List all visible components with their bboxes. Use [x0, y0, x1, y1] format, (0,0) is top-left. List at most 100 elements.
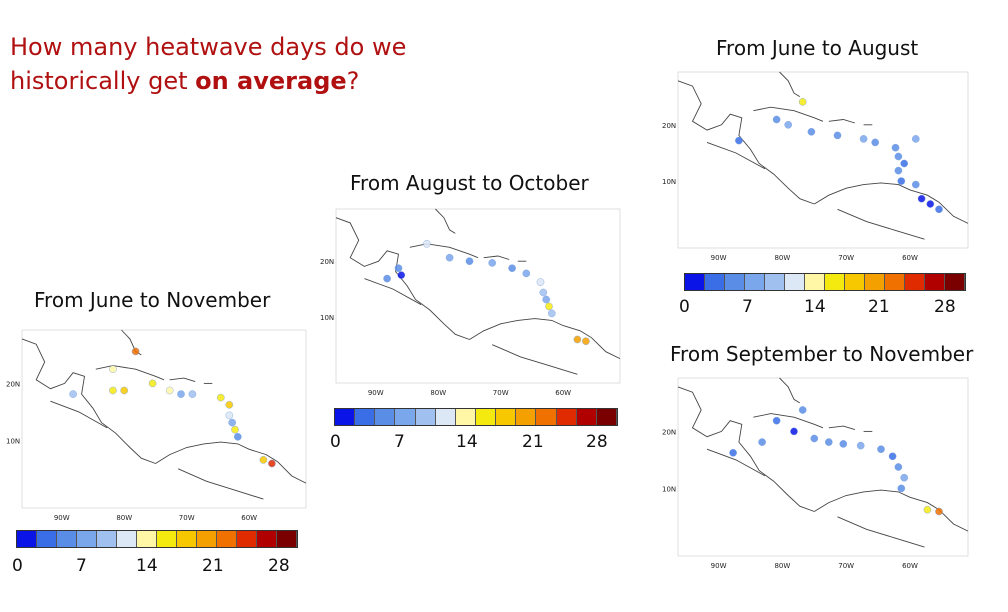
heatwave-station-dot — [465, 257, 474, 266]
latitude-label: 10N — [6, 437, 20, 445]
heatwave-station-dot — [758, 438, 766, 446]
colorbar-swatch — [335, 409, 356, 425]
colorbar-swatch — [556, 409, 577, 425]
colorbar-swatch — [57, 531, 77, 547]
map-frame — [677, 377, 969, 557]
heatwave-station-dot — [894, 166, 903, 175]
longitude-label: 60W — [902, 254, 918, 262]
coastline — [435, 208, 456, 234]
colorbar-swatch — [277, 531, 297, 547]
longitude-label: 70W — [838, 254, 854, 262]
heatwave-station-dot — [926, 200, 935, 208]
map-frame — [335, 208, 621, 384]
map-frame — [21, 329, 307, 509]
heatwave-station-dot — [894, 463, 903, 471]
heatwave-station-dot — [798, 98, 807, 106]
longitude-label: 70W — [493, 389, 509, 397]
coastline — [837, 208, 925, 240]
panel-title-jun-aug: From June to August — [716, 36, 919, 60]
heatwave-station-dot — [69, 390, 77, 398]
longitude-label: 80W — [430, 389, 446, 397]
heatwave-station-dot — [165, 386, 174, 395]
colorbar-aug-oct — [334, 408, 618, 426]
colorbar-tick: 21 — [202, 556, 224, 576]
panel-title-sep-nov: From September to November — [670, 342, 974, 366]
coastline — [779, 377, 801, 404]
latitude-label: 10N — [662, 178, 676, 186]
heatwave-station-dot — [188, 390, 197, 398]
coastline — [335, 217, 470, 340]
coastline — [364, 278, 422, 306]
coastline — [50, 400, 108, 429]
colorbar-swatch — [925, 274, 945, 290]
heatwave-station-dot — [798, 406, 807, 414]
colorbar-swatches — [16, 530, 298, 548]
panel-title-jun-nov: From June to November — [34, 288, 271, 312]
heatwave-station-dot — [233, 433, 242, 441]
colorbar-swatch — [885, 274, 905, 290]
colorbar-swatch — [435, 409, 456, 425]
coastline — [828, 425, 856, 431]
heatwave-station-dot — [582, 337, 590, 345]
colorbar-jun-nov — [16, 530, 298, 548]
heatwave-station-dot — [833, 131, 842, 140]
heatwave-station-dot — [807, 128, 816, 136]
heatwave-station-dot — [784, 121, 792, 129]
colorbar-swatch — [745, 274, 765, 290]
coastline — [469, 318, 621, 360]
heatwave-station-dot — [109, 365, 117, 374]
colorbar-swatch — [137, 531, 157, 547]
heatwave-station-dot — [445, 253, 454, 262]
colorbar-swatches — [684, 273, 966, 291]
heatwave-station-dot — [109, 386, 117, 395]
heatwave-station-dot — [824, 438, 833, 446]
heatwave-station-dot — [148, 379, 157, 388]
heatwave-station-dot — [225, 411, 234, 420]
heatwave-station-dot — [871, 138, 879, 147]
heatwave-station-dot — [935, 205, 943, 214]
heatwave-station-dot — [216, 393, 225, 402]
heatwave-station-dot — [923, 505, 932, 514]
colorbar-tick: 0 — [330, 432, 341, 452]
question-text-bold: on average — [195, 67, 347, 95]
map-panel-jun-nov: 90W 80W 70W 60W 20N 10N — [4, 328, 308, 528]
heatwave-station-dot — [383, 274, 391, 283]
colorbar-swatch — [905, 274, 925, 290]
colorbar-tick: 0 — [679, 297, 690, 317]
question-heading: How many heatwave days do we historicall… — [10, 30, 470, 98]
colorbar-swatch — [97, 531, 117, 547]
question-text-part2: ? — [346, 67, 360, 95]
colorbar-swatch — [596, 409, 617, 425]
colorbar-tick: 21 — [868, 297, 890, 317]
colorbar-tick: 7 — [742, 297, 753, 317]
colorbar-swatch — [17, 531, 37, 547]
coastline — [492, 344, 578, 375]
coastline — [814, 489, 969, 532]
heatwave-station-dot — [917, 194, 926, 203]
heatwave-station-dot — [877, 445, 885, 453]
colorbar-swatch — [475, 409, 497, 425]
colorbar-swatch — [785, 274, 805, 290]
colorbar-swatch — [516, 409, 537, 425]
heatwave-station-dot — [547, 309, 556, 318]
coastline — [837, 516, 925, 548]
colorbar-tick: 14 — [804, 297, 826, 317]
colorbar-swatch — [865, 274, 885, 290]
colorbar-swatch — [237, 531, 257, 547]
heatwave-station-dot — [897, 177, 906, 185]
colorbar-tick: 14 — [456, 432, 478, 452]
coastline — [169, 377, 196, 383]
heatwave-station-dot — [729, 449, 737, 457]
longitude-label: 80W — [116, 514, 132, 522]
heatwave-station-dot — [894, 152, 903, 161]
map-frame — [677, 71, 969, 249]
colorbar-jun-aug — [684, 273, 966, 291]
colorbar-swatch — [685, 274, 705, 290]
coastline — [178, 468, 264, 500]
colorbar-swatch — [945, 274, 965, 290]
colorbar-swatch — [455, 409, 476, 425]
heatwave-station-dot — [911, 180, 920, 189]
colorbar-swatch — [845, 274, 865, 290]
map-svg: 90W 80W 70W 60W 20N 10N — [6, 329, 307, 522]
latitude-label: 20N — [662, 428, 676, 436]
